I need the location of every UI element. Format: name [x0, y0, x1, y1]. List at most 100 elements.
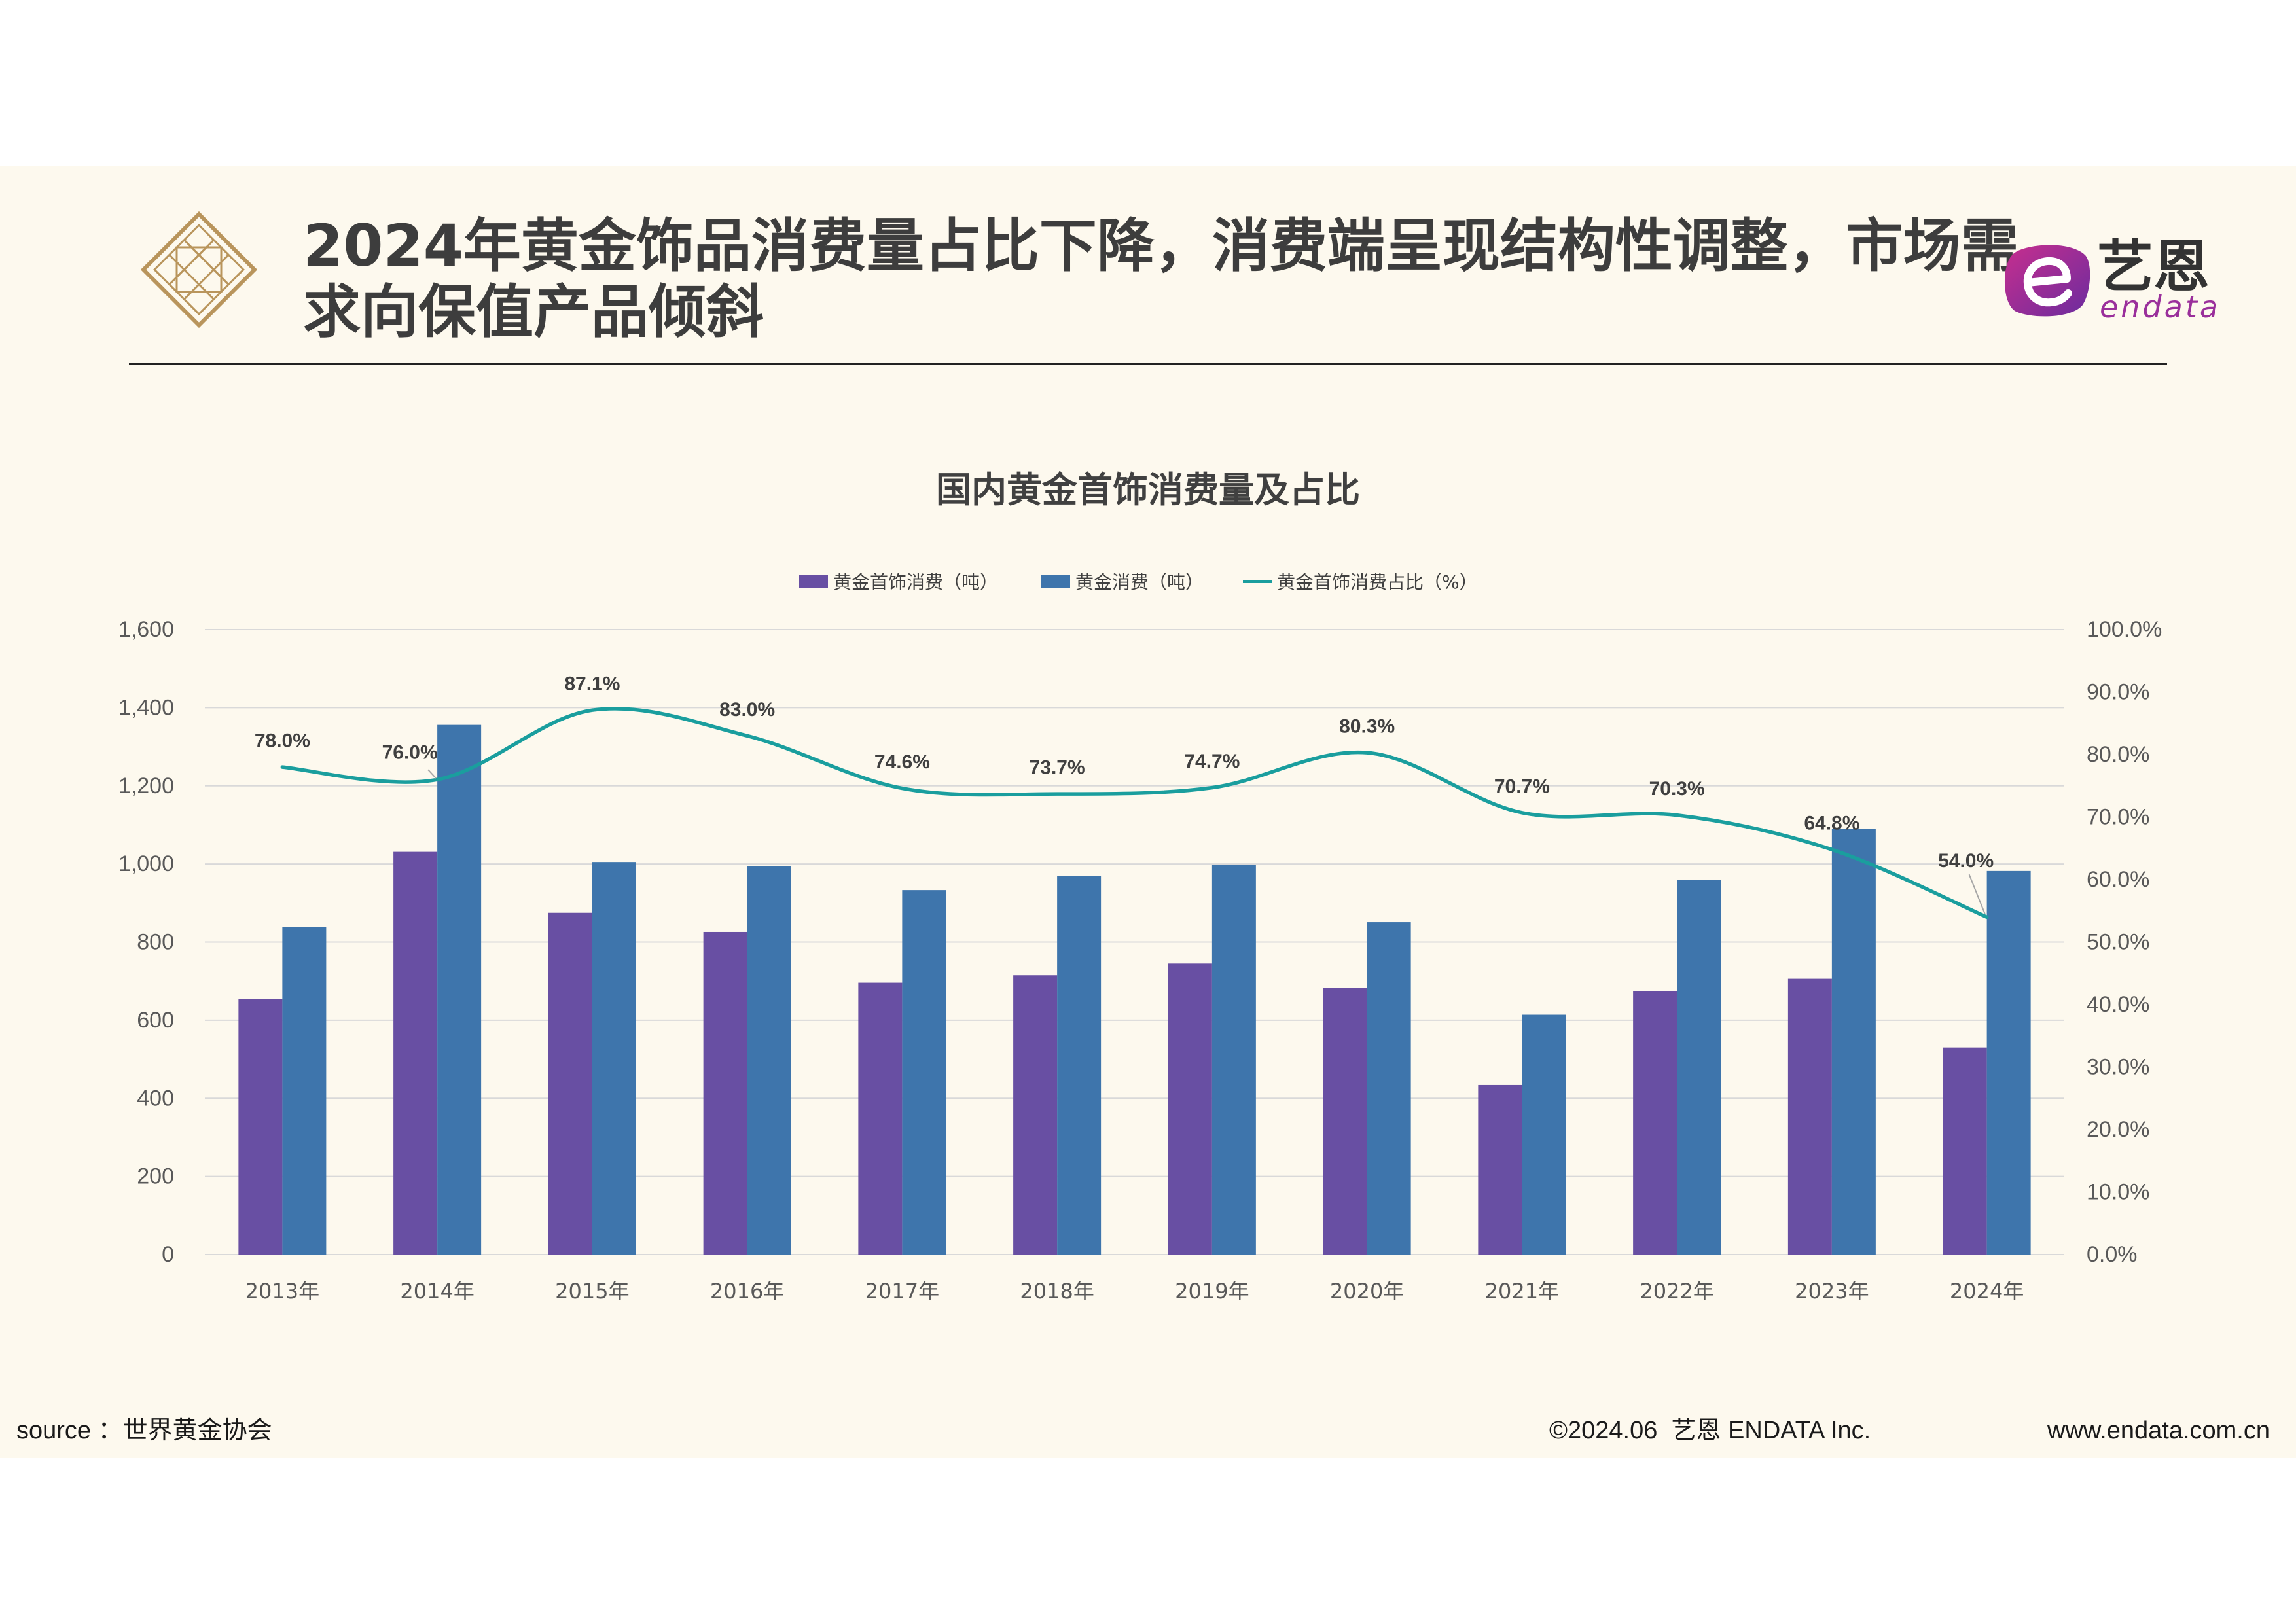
brand-sub-text: endata [2100, 289, 2221, 325]
legend-item-jewelry-share: 黄金首饰消费占比（%） [1243, 569, 1478, 593]
website-url: www.endata.com.cn [2047, 1417, 2270, 1444]
data-label: 54.0% [1938, 850, 1994, 872]
bar-jewelry-consumption-2018 [1013, 975, 1058, 1255]
bar-jewelry-consumption-2024 [1943, 1047, 1987, 1255]
bar-gold-consumption-2024 [1986, 870, 2031, 1255]
bar-gold-consumption-2017 [902, 890, 946, 1255]
bar-jewelry-consumption-2022 [1633, 991, 1677, 1255]
bar-gold-consumption-2021 [1522, 1014, 1566, 1255]
y-left-tick-label: 800 [137, 930, 174, 955]
slide-title: 2024年黄金饰品消费量占比下降，消费端呈现结构性调整，市场需 求向保值产品倾斜 [303, 213, 2018, 345]
legend-item-jewelry-consumption: 黄金首饰消费（吨） [799, 569, 998, 593]
bar-jewelry-consumption-2020 [1323, 988, 1367, 1255]
y-right-tick-label: 70.0% [2087, 805, 2149, 830]
endata-e-icon [2004, 245, 2090, 317]
bar-gold-consumption-2014 [437, 724, 482, 1255]
data-label: 64.8% [1804, 813, 1859, 834]
bar-jewelry-consumption-2014 [393, 851, 438, 1255]
gridlines [205, 629, 2064, 1255]
combo-chart: 0 200 400 600 800 1,000 1,200 1,400 1,600 0.0% 10.… [118, 617, 2162, 1304]
bar-jewelry-consumption-2021 [1478, 1084, 1522, 1255]
y-left-tick-label: 400 [137, 1086, 174, 1111]
x-tick-label: 2020年 [1330, 1279, 1404, 1304]
data-label: 73.7% [1030, 757, 1085, 779]
bar-gold-consumption-2022 [1677, 880, 1721, 1255]
chart-title: 国内黄金首饰消费量及占比 [936, 469, 1360, 510]
x-tick-label: 2013年 [245, 1279, 319, 1304]
data-label: 76.0% [382, 742, 438, 764]
bar-jewelry-consumption-2016 [703, 931, 747, 1255]
gold-lattice-diamond-icon [140, 211, 258, 329]
bar-jewelry-consumption-2017 [858, 982, 903, 1255]
y-right-tick-label: 90.0% [2087, 680, 2149, 705]
y-left-tick-label: 1,000 [118, 851, 174, 876]
legend-label-gold-consumption: 黄金消费（吨） [1075, 571, 1204, 593]
x-tick-label: 2014年 [400, 1279, 474, 1304]
series-jewelry-consumption [238, 851, 1987, 1255]
data-label: 74.6% [874, 751, 930, 773]
y-right-tick-label: 40.0% [2087, 992, 2149, 1017]
x-tick-label: 2018年 [1020, 1279, 1094, 1304]
bar-gold-consumption-2018 [1057, 876, 1102, 1255]
x-tick-label: 2021年 [1485, 1279, 1559, 1304]
y-left-tick-label: 600 [137, 1008, 174, 1033]
y-right-tick-label: 60.0% [2087, 867, 2149, 892]
x-tick-label: 2016年 [710, 1279, 784, 1304]
bar-jewelry-consumption-2013 [238, 999, 283, 1255]
data-label: 78.0% [255, 730, 310, 752]
legend-label-jewelry-share: 黄金首饰消费占比（%） [1277, 571, 1478, 593]
slide-title-line-2: 求向保值产品倾斜 [303, 278, 764, 346]
data-label-leader-line [1968, 874, 1986, 914]
legend-label-jewelry-consumption: 黄金首饰消费（吨） [833, 571, 999, 593]
y-right-tick-label: 80.0% [2087, 742, 2149, 767]
data-labels-jewelry-share: 78.0% 76.0% 87.1% 83.0% 74.6% 73.7% 74.7% 80.3%… [255, 673, 1994, 914]
bar-gold-consumption-2020 [1367, 922, 1411, 1255]
slide-background-band [0, 166, 2296, 1458]
data-label: 70.3% [1649, 778, 1705, 800]
data-label: 83.0% [719, 699, 775, 721]
legend-item-gold-consumption: 黄金消费（吨） [1041, 569, 1204, 593]
y-right-tick-label: 30.0% [2087, 1055, 2149, 1080]
data-label: 80.3% [1339, 716, 1395, 738]
bar-jewelry-consumption-2015 [548, 912, 592, 1255]
y-right-tick-label: 50.0% [2087, 930, 2149, 955]
line-jewelry-share [280, 707, 1989, 919]
x-tick-label: 2022年 [1640, 1279, 1713, 1304]
legend-key-jewelry-consumption [799, 575, 828, 588]
brand-name-text: 艺恩 [2097, 234, 2210, 300]
bar-gold-consumption-2016 [747, 866, 791, 1255]
y-right-tick-label: 100.0% [2087, 617, 2162, 642]
y-left-tick-label: 200 [137, 1164, 174, 1189]
x-tick-label: 2017年 [865, 1279, 939, 1304]
bar-jewelry-consumption-2019 [1168, 963, 1212, 1255]
legend-key-jewelry-share [1243, 579, 1272, 583]
y-right-tick-label: 20.0% [2087, 1117, 2149, 1142]
legend-key-gold-consumption [1041, 575, 1070, 588]
data-label-leader-line [427, 769, 437, 779]
series-gold-consumption [282, 724, 2031, 1255]
bar-gold-consumption-2019 [1211, 865, 1256, 1255]
y-right-tick-label: 10.0% [2087, 1180, 2149, 1205]
x-tick-label: 2019年 [1175, 1279, 1249, 1304]
bar-gold-consumption-2013 [282, 927, 327, 1255]
y-left-tick-label: 1,600 [118, 617, 174, 642]
x-tick-label: 2023年 [1795, 1279, 1869, 1304]
data-label: 70.7% [1494, 776, 1550, 797]
bar-gold-consumption-2015 [592, 862, 636, 1255]
bar-jewelry-consumption-2023 [1787, 978, 1832, 1255]
y-left-tick-label: 1,400 [118, 695, 174, 720]
y-left-tick-label: 0 [162, 1242, 174, 1267]
x-tick-label: 2024年 [1950, 1279, 2024, 1304]
data-label: 87.1% [564, 673, 620, 695]
y-right-tick-label: 0.0% [2087, 1242, 2138, 1267]
data-label: 74.7% [1184, 751, 1240, 772]
slide-title-line-1: 2024年黄金饰品消费量占比下降，消费端呈现结构性调整，市场需 [303, 212, 2018, 279]
x-tick-label: 2015年 [555, 1279, 629, 1304]
title-divider [129, 363, 2167, 365]
y-left-tick-label: 1,200 [118, 774, 174, 798]
bar-gold-consumption-2023 [1831, 829, 1876, 1255]
endata-logo: 艺恩 endata [2001, 236, 2237, 327]
copyright-note: ©2024.06 艺恩 ENDATA Inc. [1549, 1417, 1871, 1444]
source-note: source ：世界黄金协会 [16, 1417, 272, 1444]
